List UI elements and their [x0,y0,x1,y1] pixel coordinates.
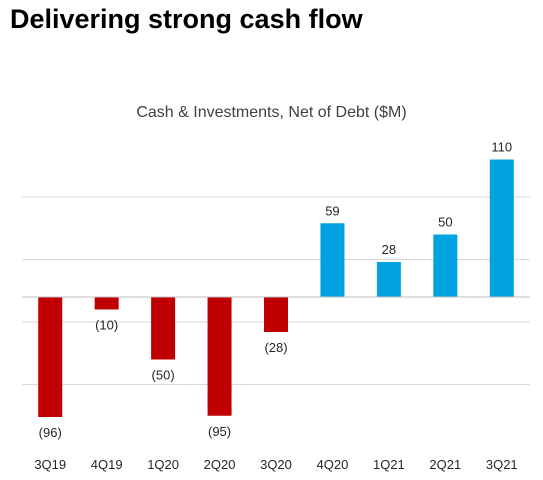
bar-2Q21 [433,234,458,297]
bar-3Q19 [38,297,63,417]
page-title: Delivering strong cash flow [10,4,363,34]
chart-title: Cash & Investments, Net of Debt ($M) [136,104,407,121]
category-label: 4Q19 [91,457,123,472]
category-label: 1Q21 [373,457,405,472]
bar-1Q20 [151,297,176,360]
data-label: 28 [382,242,396,257]
bar-4Q20 [320,223,345,297]
bar-1Q21 [376,262,401,297]
category-label: 2Q21 [429,457,461,472]
data-labels: (96) (10) (50) (95) (28) 59 28 50 110 [39,140,512,441]
data-label: (95) [208,424,231,439]
bars [38,159,514,417]
category-label: 1Q20 [147,457,179,472]
bar-3Q20 [264,297,288,332]
data-label: 110 [491,140,512,155]
bar-3Q21 [489,159,514,297]
bar-4Q19 [94,297,119,310]
category-label: 3Q19 [34,457,66,472]
data-label: 50 [438,215,452,230]
category-label: 4Q20 [317,457,349,472]
category-label: 3Q20 [260,457,292,472]
bar-2Q20 [207,297,232,416]
data-label: 59 [325,203,339,218]
category-label: 3Q21 [486,457,518,472]
data-label: (50) [152,368,175,383]
data-label: (96) [39,425,62,440]
category-labels: 3Q19 4Q19 1Q20 2Q20 3Q20 4Q20 1Q21 2Q21 3Q21 [34,457,517,472]
data-label: (28) [264,340,287,355]
category-label: 2Q20 [204,457,236,472]
data-label: (10) [95,318,118,333]
